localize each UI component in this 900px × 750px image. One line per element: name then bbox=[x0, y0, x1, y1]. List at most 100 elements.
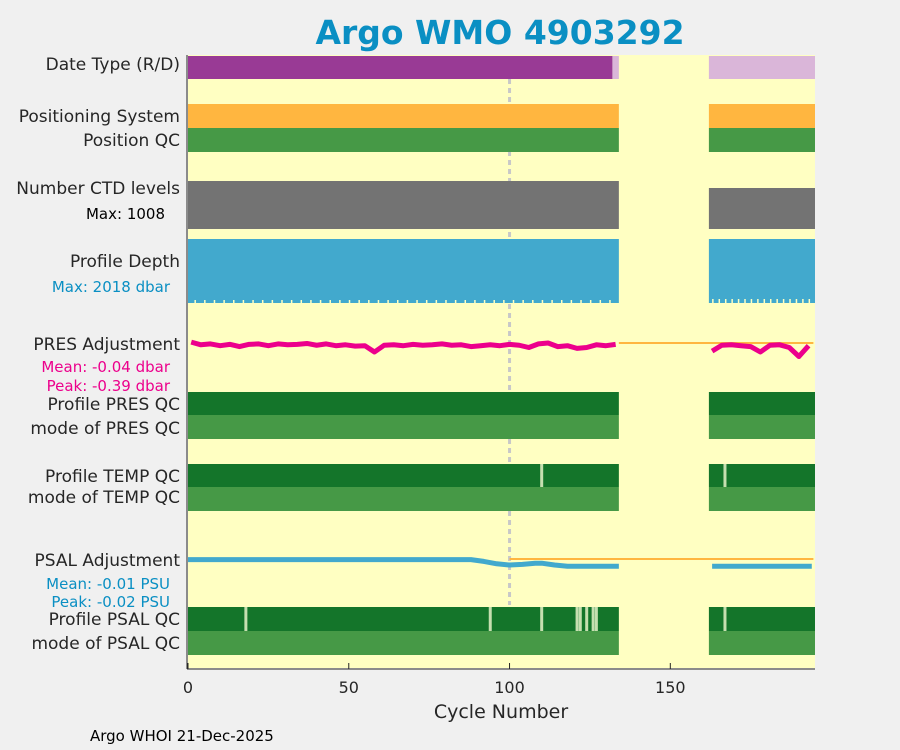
row-bar-segment bbox=[708, 415, 815, 439]
depth-notch bbox=[300, 300, 303, 303]
row-bar-segment bbox=[708, 188, 815, 229]
depth-notch bbox=[532, 300, 534, 303]
depth-notch bbox=[757, 299, 759, 303]
depth-notch bbox=[271, 300, 274, 303]
row-bar-segment bbox=[708, 607, 815, 631]
row-bar-segment bbox=[188, 415, 619, 439]
qc-flag-stripe bbox=[575, 607, 579, 631]
depth-notch bbox=[233, 300, 235, 303]
depth-notch bbox=[358, 300, 360, 303]
depth-notch bbox=[213, 300, 216, 303]
row-label: Number CTD levels bbox=[16, 179, 180, 199]
depth-notch bbox=[397, 300, 399, 303]
depth-notch bbox=[512, 300, 515, 303]
row-bar-segment bbox=[188, 128, 619, 152]
depth-notch bbox=[204, 300, 206, 303]
row-label: mode of PSAL QC bbox=[31, 634, 180, 654]
x-tick-label: 0 bbox=[183, 678, 193, 697]
depth-notch bbox=[522, 300, 524, 303]
depth-notch bbox=[551, 300, 553, 303]
depth-notch bbox=[319, 300, 322, 303]
depth-notch bbox=[570, 300, 573, 303]
row-bar-segment bbox=[188, 487, 619, 511]
depth-notch bbox=[776, 299, 778, 303]
row-sublabel: Mean: -0.04 dbar bbox=[41, 358, 171, 376]
depth-notch bbox=[580, 300, 582, 303]
qc-flag-stripe bbox=[723, 464, 727, 487]
depth-notch bbox=[808, 299, 811, 303]
qc-flag-stripe bbox=[594, 607, 598, 631]
row-bar-segment bbox=[708, 464, 815, 487]
row-sublabel: Mean: -0.01 PSU bbox=[46, 575, 170, 593]
depth-notch bbox=[763, 299, 766, 303]
row-bar-segment bbox=[708, 56, 815, 79]
depth-notch bbox=[744, 299, 746, 303]
depth-notch bbox=[223, 300, 225, 303]
row-bar-segment bbox=[188, 181, 619, 229]
row-bar-segment bbox=[188, 631, 619, 655]
depth-notch bbox=[731, 299, 733, 303]
qc-flag-stripe bbox=[488, 607, 492, 631]
row-bar-segment bbox=[708, 128, 815, 152]
row-sublabel: Max: 2018 dbar bbox=[52, 278, 171, 296]
depth-notch bbox=[290, 300, 293, 303]
depth-notch bbox=[464, 300, 467, 303]
row-label: PRES Adjustment bbox=[33, 335, 180, 355]
depth-notch bbox=[406, 300, 409, 303]
depth-notch bbox=[483, 300, 486, 303]
row-label: mode of TEMP QC bbox=[28, 488, 180, 508]
depth-notch bbox=[425, 300, 428, 303]
row-bar-segment bbox=[188, 392, 619, 415]
pres-adjustment-line bbox=[190, 339, 616, 355]
depth-notch bbox=[599, 300, 602, 303]
footer-credit: Argo WHOI 21-Dec-2025 bbox=[90, 727, 274, 745]
depth-notch bbox=[782, 299, 785, 303]
qc-flag-stripe bbox=[540, 607, 544, 631]
depth-notch bbox=[737, 299, 740, 303]
depth-notch bbox=[368, 300, 370, 303]
depth-notch bbox=[503, 300, 505, 303]
qc-flag-stripe bbox=[244, 607, 248, 631]
depth-notch bbox=[795, 299, 798, 303]
depth-notch bbox=[252, 300, 254, 303]
depth-notch bbox=[724, 299, 727, 303]
row-label: Date Type (R/D) bbox=[46, 55, 180, 75]
depth-notch bbox=[194, 300, 196, 303]
depth-notch bbox=[769, 299, 772, 303]
depth-notch bbox=[454, 300, 457, 303]
row-sublabel: Max: 1008 bbox=[86, 205, 165, 223]
qc-flag-stripe bbox=[585, 607, 589, 631]
depth-notch bbox=[416, 300, 418, 303]
row-sublabel-peak: Peak: -0.02 PSU bbox=[51, 593, 170, 611]
depth-notch bbox=[718, 299, 721, 303]
x-tick-label: 150 bbox=[655, 678, 686, 697]
qc-flag-stripe bbox=[540, 464, 544, 487]
depth-notch bbox=[435, 300, 438, 303]
row-bar-segment bbox=[188, 56, 613, 79]
qc-flag-stripe bbox=[591, 607, 595, 631]
row-label: Position QC bbox=[83, 131, 180, 151]
row-bar-segment bbox=[708, 392, 815, 415]
depth-notch bbox=[589, 300, 592, 303]
row-bar-segment bbox=[708, 487, 815, 511]
psal-adjustment-line bbox=[188, 557, 619, 569]
depth-notch bbox=[789, 299, 791, 303]
row-sublabel-peak: Peak: -0.39 dbar bbox=[47, 377, 171, 395]
depth-notch bbox=[281, 300, 283, 303]
depth-notch bbox=[242, 300, 245, 303]
depth-notch bbox=[329, 300, 331, 303]
row-bar-segment bbox=[188, 464, 619, 487]
row-bar-segment bbox=[708, 104, 815, 128]
x-tick-label: 50 bbox=[339, 678, 359, 697]
depth-notch bbox=[377, 300, 380, 303]
depth-notch bbox=[493, 300, 495, 303]
depth-notch bbox=[609, 300, 611, 303]
row-bar-segment bbox=[612, 56, 619, 79]
pres-adjustment-line bbox=[710, 342, 811, 359]
row-bar-segment bbox=[188, 607, 619, 631]
qc-flag-stripe bbox=[723, 607, 727, 631]
qc-flag-stripe bbox=[578, 607, 582, 631]
row-bar-segment bbox=[708, 631, 815, 655]
